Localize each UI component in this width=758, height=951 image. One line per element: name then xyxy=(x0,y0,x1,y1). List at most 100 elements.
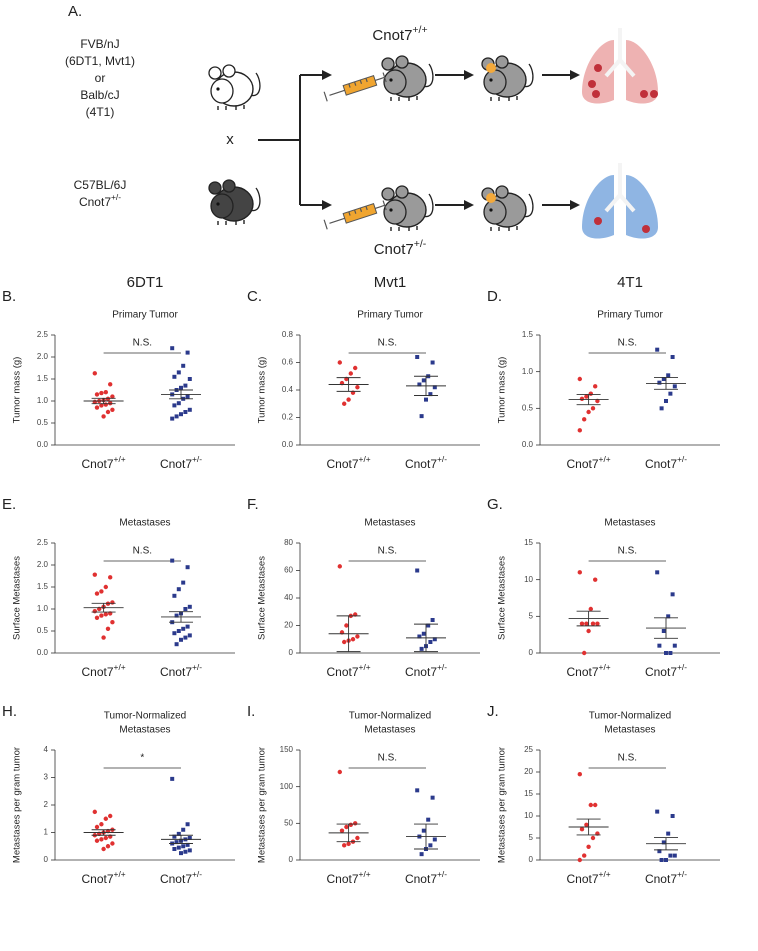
chart-subtitle: Tumor-Normalized xyxy=(589,711,671,722)
data-point xyxy=(103,584,109,590)
y-tick-label: 0.0 xyxy=(522,440,534,449)
data-point xyxy=(657,849,662,854)
y-tick-label: 0.8 xyxy=(282,330,294,339)
x-tick-label: Cnot7+/- xyxy=(645,662,687,679)
data-point xyxy=(179,412,183,417)
data-point xyxy=(110,407,115,412)
data-point xyxy=(582,650,587,656)
data-point xyxy=(92,572,98,577)
data-point xyxy=(590,406,596,411)
data-point xyxy=(92,809,98,815)
data-point xyxy=(421,378,426,383)
data-point xyxy=(342,843,347,848)
y-tick-label: 5 xyxy=(529,611,534,620)
data-point xyxy=(172,631,177,636)
sem-bar xyxy=(414,375,438,396)
sem-bar xyxy=(91,397,116,405)
significance-label: N.S. xyxy=(618,753,637,764)
y-axis-label: Metastases per gram tumor xyxy=(12,747,23,863)
syringe-barrel xyxy=(342,203,378,224)
data-point xyxy=(105,409,111,415)
data-point xyxy=(590,835,596,841)
chart-subtitle: Metastases xyxy=(604,725,655,736)
y-axis-label: Metastases per gram tumor xyxy=(257,747,268,863)
data-point xyxy=(179,385,183,390)
x-tick-label: Cnot7+/- xyxy=(405,869,447,886)
data-point xyxy=(174,613,179,618)
data-point xyxy=(94,392,100,397)
significance-label: N.S. xyxy=(133,338,152,349)
data-point xyxy=(355,634,360,639)
lesion xyxy=(594,64,602,72)
strain-text: (4T1) xyxy=(86,105,115,119)
data-point xyxy=(172,593,177,598)
data-point xyxy=(342,639,347,645)
mouse-ear xyxy=(222,64,236,78)
data-point xyxy=(99,613,104,618)
data-point xyxy=(181,844,186,849)
x-tick-label: Cnot7+/+ xyxy=(327,454,371,471)
x-tick-label: Cnot7+/+ xyxy=(327,662,371,679)
y-tick-label: 0.5 xyxy=(37,418,49,427)
sem-bar xyxy=(654,837,678,851)
data-point xyxy=(176,587,181,592)
data-point xyxy=(108,813,113,819)
panel-label: C. xyxy=(247,288,262,305)
data-point xyxy=(176,629,181,633)
x-tick-label: Cnot7+/- xyxy=(645,454,687,471)
data-point xyxy=(668,853,673,858)
chart-panel: D. 4T1 Primary Tumor Tumor mass (g) 0.0 0.5 1.… xyxy=(487,274,720,471)
y-tick-label: 0.0 xyxy=(282,440,294,449)
chart-subtitle: Tumor-Normalized xyxy=(104,711,186,722)
y-tick-label: 80 xyxy=(284,538,293,547)
data-point xyxy=(586,409,591,415)
y-tick-label: 0.0 xyxy=(37,648,49,657)
y-tick-label: 1.5 xyxy=(522,330,534,339)
panel-label: B. xyxy=(2,288,16,305)
data-point xyxy=(584,822,589,827)
sem-bar xyxy=(91,602,116,613)
chart-subtitle: Primary Tumor xyxy=(357,310,423,321)
data-point xyxy=(586,844,591,849)
mouse-icon xyxy=(481,185,534,231)
data-point xyxy=(187,836,192,840)
data-point xyxy=(346,397,351,402)
y-tick-label: 0 xyxy=(44,855,49,864)
data-point xyxy=(664,651,668,655)
sem-bar xyxy=(576,393,601,406)
data-point xyxy=(661,840,666,845)
panel-label: E. xyxy=(2,496,16,513)
chart-subtitle: Metastases xyxy=(604,518,655,529)
data-point xyxy=(432,385,437,390)
y-tick-label: 20 xyxy=(284,621,293,630)
data-point xyxy=(170,416,175,421)
axis-line xyxy=(299,750,480,861)
data-point xyxy=(666,373,671,378)
lesion xyxy=(640,90,648,98)
y-tick-label: 1 xyxy=(44,828,49,837)
sem-bar xyxy=(654,617,678,639)
mouse-tail xyxy=(422,193,434,218)
data-point xyxy=(670,355,675,359)
data-point xyxy=(337,360,342,365)
y-tick-label: 0.4 xyxy=(282,385,294,394)
data-point xyxy=(582,853,587,858)
data-point xyxy=(657,380,662,385)
y-tick-label: 1.0 xyxy=(522,367,534,376)
data-point xyxy=(337,769,342,775)
diagram: A. FVB/nJ (6DT1, Mvt1) or Balb/cJ (4T1) … xyxy=(65,3,658,258)
data-point xyxy=(187,604,192,609)
strain-text: or xyxy=(95,71,106,85)
data-point xyxy=(666,614,671,619)
mouse-ear xyxy=(222,179,236,193)
data-point xyxy=(339,828,345,833)
data-point xyxy=(672,384,677,389)
data-point xyxy=(588,606,593,612)
x-tick-label: Cnot7+/+ xyxy=(567,662,611,679)
axis-line xyxy=(539,335,720,446)
mouse-icon xyxy=(381,185,434,231)
mouse-eye xyxy=(389,78,393,82)
data-point xyxy=(337,564,342,569)
data-point xyxy=(593,802,598,808)
